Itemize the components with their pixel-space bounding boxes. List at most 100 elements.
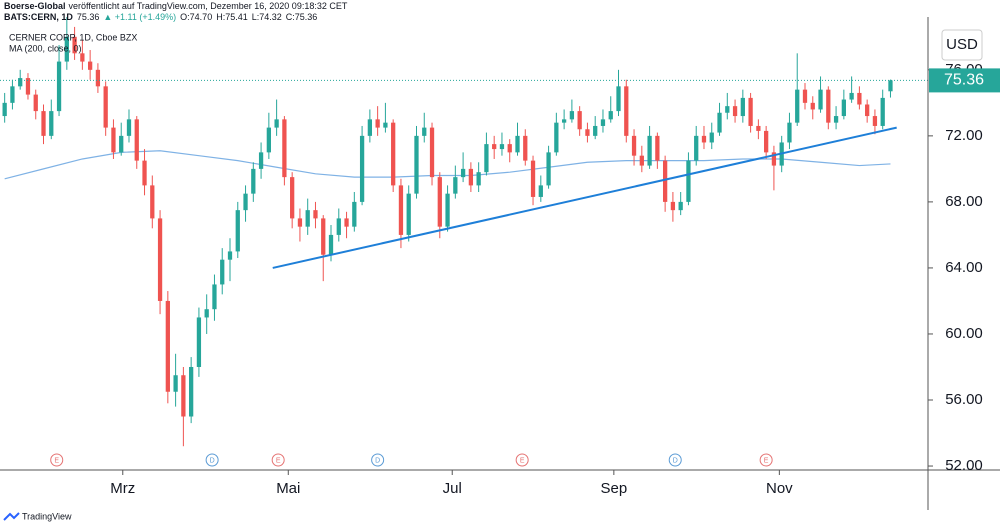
event-marker: [759, 453, 773, 467]
candle-body: [80, 53, 85, 62]
candle-body: [2, 102, 7, 117]
event-marker: [205, 453, 219, 467]
candle-body: [857, 92, 862, 105]
candle-body: [748, 97, 753, 126]
candle-body: [445, 193, 450, 227]
candle-body: [655, 135, 660, 161]
candle-body: [134, 119, 139, 161]
candle-body: [670, 201, 676, 211]
y-tick-label: 68.00: [945, 193, 983, 210]
candle-body: [103, 86, 108, 128]
event-label: E: [520, 457, 525, 464]
candle-body: [243, 193, 248, 211]
x-tick-label: Jul: [443, 480, 462, 497]
ma-legend: MA (200, close, 0): [9, 43, 82, 53]
candle-body: [266, 127, 271, 153]
chart-title: CERNER CORP, 1D, Cboe BZX: [9, 32, 137, 42]
candle-body: [624, 86, 629, 136]
y-tick-label: 64.00: [945, 259, 983, 276]
x-tick-label: Sep: [600, 480, 627, 497]
candle-body: [414, 135, 419, 194]
candle-body: [678, 201, 683, 211]
candle-body: [18, 78, 23, 87]
event-marker: [50, 453, 64, 467]
event-marker: [515, 453, 529, 467]
event-label: D: [210, 457, 215, 464]
candle-body: [880, 97, 885, 126]
candle-body: [795, 89, 800, 123]
candle-body: [694, 135, 699, 161]
candle-body: [33, 94, 38, 112]
candle-body: [810, 102, 815, 110]
candle-body: [507, 144, 512, 153]
candle-body: [453, 177, 458, 194]
candle-body: [391, 122, 396, 186]
candle-body: [25, 78, 31, 95]
candle-body: [437, 177, 442, 227]
candle-body: [872, 116, 878, 126]
candle-body: [818, 89, 823, 110]
candle-body: [429, 127, 435, 178]
candle-body: [787, 122, 792, 143]
candle-body: [251, 168, 256, 194]
candle-body: [484, 144, 489, 173]
candle-body: [826, 89, 831, 123]
last: 75.36: [77, 12, 100, 22]
candle-body: [49, 111, 54, 136]
event-label: E: [276, 457, 281, 464]
candle-body: [725, 106, 730, 113]
candle-body: [150, 185, 155, 219]
candle-body: [126, 119, 132, 136]
currency: USD: [946, 36, 978, 53]
candle-body: [173, 375, 178, 392]
event-marker: [668, 453, 682, 467]
publisher: Boerse-Global: [4, 1, 66, 11]
candle-body: [538, 185, 543, 197]
x-tick-label: Nov: [766, 480, 793, 497]
candle-body: [616, 86, 621, 112]
close: C:75.36: [286, 12, 318, 22]
event-label: D: [375, 457, 380, 464]
candle-body: [305, 210, 310, 227]
event-label: E: [764, 457, 769, 464]
candle-body: [499, 144, 505, 150]
candle-body: [740, 97, 745, 117]
candle-body: [64, 36, 69, 62]
candle-body: [841, 99, 846, 117]
candle-body: [227, 251, 233, 260]
candle-body: [717, 112, 722, 133]
candle-body: [157, 218, 163, 301]
candle-body: [274, 119, 279, 128]
candle-body: [56, 61, 62, 112]
event-marker: [371, 453, 385, 467]
candle-body: [554, 122, 559, 153]
header-quote: BATS:CERN, 1D 75.36 ▲ +1.11 (+1.49%) O:74.7…: [4, 12, 317, 22]
candle-body: [476, 172, 481, 186]
candle-body: [593, 125, 598, 136]
candle-body: [686, 160, 691, 202]
candle-body: [196, 317, 202, 367]
candle-body: [398, 185, 404, 235]
candle-body: [585, 129, 590, 136]
candle-body: [204, 309, 209, 318]
candle-body: [546, 152, 551, 186]
candle-body: [258, 152, 264, 169]
candle-body: [111, 127, 116, 153]
candle-body: [367, 119, 373, 136]
last-price-label: 75.36: [944, 72, 984, 89]
candle-body: [383, 122, 388, 128]
candle-body: [631, 135, 637, 156]
candle-body: [849, 92, 854, 100]
y-tick-label: 72.00: [945, 127, 983, 144]
footer-logo: [3, 512, 20, 521]
footer: TradingView: [22, 511, 72, 521]
candle-body: [290, 177, 295, 219]
last-price-box: [929, 68, 1000, 93]
currency-button[interactable]: [941, 29, 983, 61]
candle-body: [523, 135, 528, 161]
y-tick-label: 56.00: [945, 391, 983, 408]
candle-body: [647, 135, 652, 166]
candle-body: [181, 375, 186, 417]
event-marker: [271, 453, 285, 467]
candle-body: [406, 193, 411, 235]
